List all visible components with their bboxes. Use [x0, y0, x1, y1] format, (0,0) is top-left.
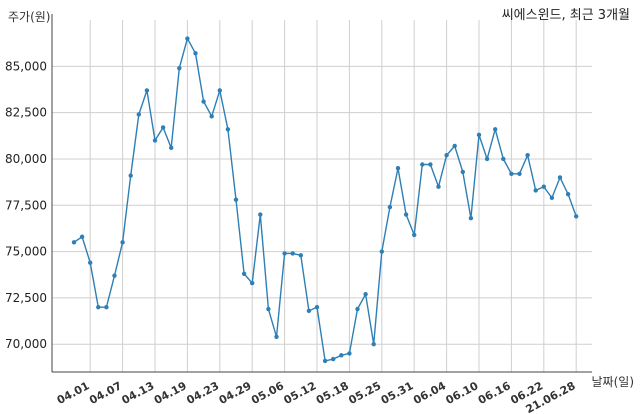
data-point — [128, 173, 133, 178]
data-point — [152, 138, 158, 143]
y-tick-labels: 70,000 72,500 75,000 77,500 80,000 82,500 85,0… — [5, 59, 47, 351]
data-point — [541, 184, 546, 189]
data-point — [201, 99, 206, 104]
data-point — [395, 166, 401, 171]
data-point — [484, 156, 490, 162]
data-point — [290, 251, 295, 256]
data-point — [355, 306, 360, 312]
x-tick-label: 06.10 — [444, 379, 481, 407]
data-point — [436, 184, 441, 189]
x-tick-label: 04.13 — [120, 379, 157, 407]
x-tick-label: 04.23 — [184, 379, 221, 407]
y-tick-label: 72,500 — [5, 291, 47, 305]
data-point — [371, 342, 376, 347]
data-point — [258, 212, 263, 217]
data-point — [574, 214, 579, 219]
data-point — [306, 308, 312, 314]
data-point — [209, 114, 214, 119]
data-point — [96, 304, 101, 310]
data-point — [501, 156, 506, 162]
y-tick-label: 80,000 — [5, 152, 47, 166]
data-point — [452, 143, 457, 149]
data-point — [282, 251, 287, 256]
data-point — [549, 195, 555, 201]
data-point — [557, 175, 563, 180]
data-point — [160, 125, 166, 130]
x-tick-label: 05.06 — [249, 379, 286, 407]
data-point — [363, 291, 368, 297]
x-tick-label: 05.31 — [379, 379, 416, 407]
axes — [51, 14, 592, 373]
data-point — [112, 273, 117, 278]
data-point — [193, 51, 198, 56]
x-tick-label: 06.16 — [476, 379, 513, 407]
y-tick-label: 70,000 — [5, 337, 47, 351]
data-point — [217, 88, 222, 93]
data-point — [104, 304, 109, 310]
data-point — [144, 88, 150, 93]
data-point — [525, 153, 530, 158]
data-point — [403, 212, 409, 217]
y-tick-label: 82,500 — [5, 106, 47, 120]
x-tick-labels: 04.0104.0704.1304.1904.2304.2905.0605.12… — [55, 379, 578, 414]
x-tick-label: 04.19 — [152, 379, 189, 407]
price-points — [71, 36, 579, 364]
data-point — [460, 169, 465, 175]
data-point — [185, 36, 190, 41]
x-axis-label: 날짜(일) — [591, 375, 634, 389]
y-axis-label: 주가(원) — [8, 10, 51, 24]
x-tick-label: 04.29 — [217, 379, 254, 407]
x-tick-label: 04.01 — [55, 379, 92, 407]
data-point — [241, 271, 247, 277]
data-point — [517, 171, 522, 176]
data-point — [274, 334, 279, 339]
data-point — [322, 358, 328, 364]
data-point — [347, 351, 352, 356]
data-point — [476, 132, 482, 138]
y-tick-label: 85,000 — [5, 59, 47, 73]
data-point — [71, 240, 77, 245]
data-point — [177, 65, 182, 71]
data-point — [298, 253, 303, 258]
data-point — [420, 162, 425, 167]
data-point — [565, 191, 571, 197]
chart-title: 씨에스윈드, 최근 3개월 — [501, 8, 630, 23]
data-point — [266, 306, 271, 312]
y-tick-label: 77,500 — [5, 198, 47, 212]
data-point — [444, 153, 449, 158]
y-tick-label: 75,000 — [5, 245, 47, 259]
x-tick-label: 05.18 — [314, 379, 351, 407]
data-point — [339, 353, 344, 358]
data-point — [233, 197, 239, 202]
data-point — [387, 204, 393, 210]
data-point — [79, 234, 85, 239]
data-point — [120, 240, 125, 245]
data-point — [88, 260, 93, 265]
data-point — [468, 216, 474, 221]
data-point — [428, 162, 433, 167]
data-point — [412, 232, 417, 238]
data-point — [136, 112, 141, 117]
data-point — [169, 145, 174, 151]
data-point — [533, 188, 538, 193]
data-point — [493, 127, 498, 132]
x-tick-label: 05.12 — [282, 379, 319, 407]
x-tick-label: 05.25 — [346, 379, 383, 407]
data-point — [509, 171, 514, 176]
data-point — [225, 127, 231, 132]
data-point — [331, 356, 336, 362]
data-point — [379, 249, 384, 254]
data-point — [314, 304, 320, 310]
grid-lines — [52, 20, 592, 372]
x-tick-label: 06.04 — [411, 379, 448, 407]
x-tick-label: 04.07 — [87, 379, 124, 407]
price-line — [73, 36, 577, 362]
data-point — [250, 280, 255, 286]
